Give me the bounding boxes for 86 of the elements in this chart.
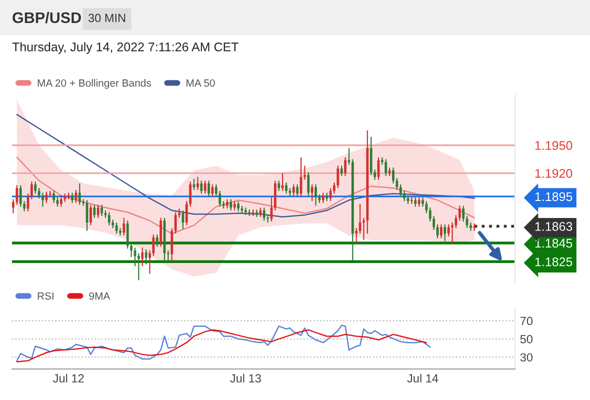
candlestick bbox=[182, 210, 184, 230]
y-tick-label: 1.1825 bbox=[535, 257, 572, 266]
legend-label: 9MA bbox=[89, 292, 110, 300]
y-tick-label: 1.1920 bbox=[535, 168, 572, 178]
candlestick bbox=[403, 190, 406, 202]
candlestick bbox=[214, 184, 218, 197]
candlestick bbox=[200, 180, 203, 194]
candlestick bbox=[93, 204, 96, 218]
chart-title: GBP/USD bbox=[12, 12, 81, 24]
candlestick bbox=[470, 222, 472, 232]
candlestick bbox=[204, 180, 206, 194]
candlestick bbox=[144, 248, 148, 265]
candlestick bbox=[262, 207, 266, 222]
candlestick bbox=[440, 224, 442, 239]
candlestick bbox=[19, 184, 22, 208]
candlestick bbox=[278, 180, 280, 192]
candlestick bbox=[78, 182, 81, 206]
y-tick-label: 1.1895 bbox=[535, 192, 572, 202]
x-tick-label: Jul 12 bbox=[53, 374, 84, 383]
candlestick bbox=[237, 200, 240, 212]
candlestick bbox=[100, 204, 103, 217]
y-tick-label: 1.1863 bbox=[535, 222, 572, 231]
candlestick bbox=[307, 172, 310, 196]
candlestick bbox=[90, 204, 92, 226]
legend-label: MA 50 bbox=[186, 79, 215, 87]
candlestick bbox=[141, 247, 144, 267]
candlestick bbox=[230, 198, 232, 211]
y-tick-label: 1.1950 bbox=[535, 141, 572, 150]
candlestick bbox=[432, 215, 436, 231]
candlestick bbox=[310, 184, 314, 202]
candlestick bbox=[444, 224, 446, 242]
candlestick bbox=[422, 196, 424, 208]
x-tick-label: Jul 14 bbox=[407, 374, 438, 383]
candlestick bbox=[196, 176, 199, 190]
candlestick bbox=[185, 200, 188, 226]
candlestick bbox=[428, 207, 432, 222]
candlestick bbox=[340, 165, 343, 177]
candlestick bbox=[96, 204, 100, 218]
legend-label: RSI bbox=[38, 292, 54, 300]
candlestick bbox=[226, 198, 228, 210]
candlestick bbox=[60, 196, 62, 208]
candlestick bbox=[160, 217, 162, 248]
candlestick bbox=[281, 172, 284, 192]
line-series bbox=[16, 114, 476, 218]
text: Thursday, July 14, 2022 7:11:26 AM CET bbox=[12, 42, 238, 54]
candlestick bbox=[462, 205, 465, 222]
y-tick-label: 50 bbox=[520, 334, 533, 344]
candlestick bbox=[259, 207, 262, 218]
candlestick bbox=[208, 180, 210, 197]
candlestick bbox=[392, 167, 394, 184]
candlestick bbox=[218, 190, 222, 208]
candlestick bbox=[399, 184, 402, 197]
candlestick bbox=[45, 191, 48, 204]
candlestick bbox=[414, 196, 417, 208]
candlestick bbox=[174, 212, 177, 234]
candlestick bbox=[170, 228, 174, 262]
candlestick bbox=[418, 196, 420, 208]
candlestick bbox=[344, 156, 346, 177]
legend-label: MA 20 + Bollinger Bands bbox=[38, 79, 151, 89]
candlestick bbox=[122, 217, 126, 236]
y-tick-label: 1.1845 bbox=[535, 238, 572, 248]
candlestick bbox=[322, 192, 324, 204]
chart-subtitle: 30 MIN bbox=[88, 14, 126, 22]
candlestick bbox=[304, 165, 306, 180]
candlestick bbox=[34, 181, 37, 194]
candlestick bbox=[52, 190, 56, 204]
candlestick bbox=[296, 184, 299, 197]
candlestick bbox=[108, 212, 110, 226]
x-tick-label: Jul 13 bbox=[230, 374, 261, 383]
candlestick bbox=[384, 158, 388, 177]
candlestick bbox=[42, 192, 44, 208]
candlestick bbox=[30, 181, 33, 200]
candlestick bbox=[458, 205, 461, 222]
candlestick bbox=[137, 252, 140, 281]
candlestick bbox=[156, 234, 158, 248]
candlestick bbox=[292, 184, 295, 196]
y-tick-label: 30 bbox=[520, 353, 533, 362]
candlestick bbox=[71, 192, 74, 204]
candlestick bbox=[233, 200, 236, 211]
candlestick bbox=[355, 228, 358, 244]
y-tick-label: 70 bbox=[520, 316, 533, 326]
candlestick bbox=[285, 182, 288, 194]
candlestick bbox=[166, 250, 170, 262]
candlestick bbox=[266, 214, 270, 224]
candlestick bbox=[189, 181, 192, 208]
candlestick bbox=[314, 184, 317, 206]
